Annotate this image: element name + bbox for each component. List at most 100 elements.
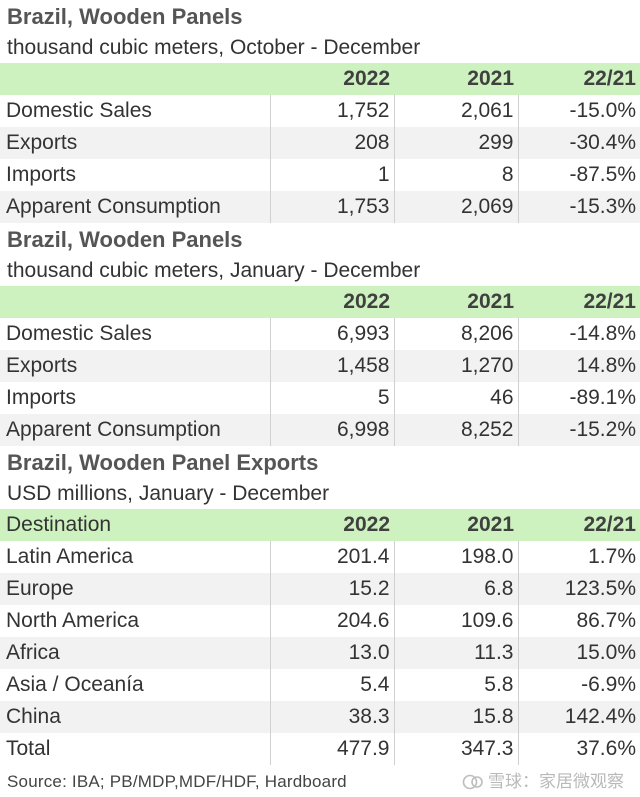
column-header: 22/21 — [583, 67, 636, 90]
table-row: Exports 1,458 1,270 14.8% — [0, 350, 640, 382]
table-cell: 123.5% — [517, 573, 640, 605]
row-label: Apparent Consumption — [6, 195, 221, 218]
footer: Source: IBA; PB/MDP,MDF/HDF, Hardboard 雪… — [0, 766, 640, 797]
table-cell: 6,993 — [269, 318, 394, 350]
table-row: Apparent Consumption 6,998 8,252 -15.2% — [0, 414, 640, 446]
snowball-logo-icon — [462, 773, 484, 791]
table-cell: 5.4 — [269, 669, 394, 701]
table-cell: 37.6% — [517, 733, 640, 765]
table-cell: 6.8 — [393, 573, 518, 605]
data-table: 2022 2021 22/21 Domestic Sales 1,752 2,061 -15… — [0, 63, 640, 223]
table-cell: 1,270 — [393, 350, 518, 382]
table-cell: 1.7% — [517, 541, 640, 573]
table-cell: 86.7% — [517, 605, 640, 637]
table-row: Asia / Oceanía 5.4 5.8 -6.9% — [0, 669, 640, 701]
row-label: North America — [6, 609, 140, 632]
table-cell: -15.2% — [517, 414, 640, 446]
column-header: 22/21 — [583, 290, 636, 313]
table-header-row: Destination 2022 2021 22/21 — [0, 509, 640, 541]
column-header — [0, 286, 270, 318]
table-cell: 201.4 — [269, 541, 394, 573]
column-header: 2022 — [343, 513, 390, 536]
table-cell: 1,753 — [269, 191, 394, 223]
column-header: 2021 — [467, 290, 514, 313]
table-row: Domestic Sales 6,993 8,206 -14.8% — [0, 318, 640, 350]
table-subtitle: thousand cubic meters, October - Decembe… — [7, 36, 421, 59]
table-cell: 142.4% — [517, 701, 640, 733]
table-cell: 13.0 — [269, 637, 394, 669]
source-note: Source: IBA; PB/MDP,MDF/HDF, Hardboard — [7, 772, 347, 791]
table-row: Africa 13.0 11.3 15.0% — [0, 637, 640, 669]
table-subtitle: thousand cubic meters, January - Decembe… — [7, 259, 421, 282]
table-row: Imports 5 46 -89.1% — [0, 382, 640, 414]
table-cell: -15.0% — [517, 95, 640, 127]
table-header-row: 2022 2021 22/21 — [0, 63, 640, 95]
table-title: Brazil, Wooden Panels — [7, 227, 243, 252]
watermark-text: 雪球：家居微观察 — [488, 772, 624, 791]
table-cell: -30.4% — [517, 127, 640, 159]
table-cell: 1 — [269, 159, 394, 191]
table-cell: 5 — [269, 382, 394, 414]
row-label: Africa — [6, 641, 60, 664]
data-table: 2022 2021 22/21 Domestic Sales 6,993 8,206 -14… — [0, 286, 640, 446]
row-label: Imports — [6, 163, 77, 186]
table-block: Brazil, Wooden Panels thousand cubic mete… — [0, 223, 640, 446]
table-cell: 347.3 — [393, 733, 518, 765]
table-row: Imports 1 8 -87.5% — [0, 159, 640, 191]
table-row: Apparent Consumption 1,753 2,069 -15.3% — [0, 191, 640, 223]
table-cell: 15.0% — [517, 637, 640, 669]
table-block: Brazil, Wooden Panel Exports USD millions… — [0, 446, 640, 765]
table-cell: 477.9 — [269, 733, 394, 765]
table-row: Europe 15.2 6.8 123.5% — [0, 573, 640, 605]
table-cell: 8,206 — [393, 318, 518, 350]
table-header-row: 2022 2021 22/21 — [0, 286, 640, 318]
column-header — [0, 63, 270, 95]
row-label: Exports — [6, 131, 78, 154]
row-label: Total — [6, 737, 51, 760]
column-header: Destination — [6, 513, 112, 536]
table-cell: 46 — [393, 382, 518, 414]
row-label: China — [6, 705, 61, 728]
table-cell: -87.5% — [517, 159, 640, 191]
row-label: Europe — [6, 577, 74, 600]
table-cell: 38.3 — [269, 701, 394, 733]
table-cell: -89.1% — [517, 382, 640, 414]
table-cell: 5.8 — [393, 669, 518, 701]
table-cell: 15.8 — [393, 701, 518, 733]
table-row: North America 204.6 109.6 86.7% — [0, 605, 640, 637]
watermark: 雪球：家居微观察 — [462, 766, 624, 797]
row-label: Latin America — [6, 545, 134, 568]
table-block: Brazil, Wooden Panels thousand cubic mete… — [0, 0, 640, 223]
table-cell: 208 — [269, 127, 394, 159]
row-label: Apparent Consumption — [6, 418, 221, 441]
table-cell: 204.6 — [269, 605, 394, 637]
table-cell: 1,752 — [269, 95, 394, 127]
data-tables: Brazil, Wooden Panels thousand cubic mete… — [0, 0, 640, 765]
table-cell: 14.8% — [517, 350, 640, 382]
data-table: Destination 2022 2021 22/21 Latin America 201… — [0, 509, 640, 765]
table-cell: 15.2 — [269, 573, 394, 605]
table-cell: -14.8% — [517, 318, 640, 350]
column-header: 2022 — [343, 67, 390, 90]
column-header: 2021 — [467, 67, 514, 90]
table-cell: 8 — [393, 159, 518, 191]
row-label: Imports — [6, 386, 77, 409]
table-row: Exports 208 299 -30.4% — [0, 127, 640, 159]
table-row: China 38.3 15.8 142.4% — [0, 701, 640, 733]
row-label: Asia / Oceanía — [6, 673, 144, 696]
table-cell: 11.3 — [393, 637, 518, 669]
table-row: Domestic Sales 1,752 2,061 -15.0% — [0, 95, 640, 127]
table-cell: 198.0 — [393, 541, 518, 573]
row-label: Domestic Sales — [6, 322, 152, 345]
table-cell: 6,998 — [269, 414, 394, 446]
column-header: 2021 — [467, 513, 514, 536]
table-cell: 1,458 — [269, 350, 394, 382]
row-label: Domestic Sales — [6, 99, 152, 122]
table-cell: 2,069 — [393, 191, 518, 223]
row-label: Exports — [6, 354, 78, 377]
table-subtitle: USD millions, January - December — [7, 482, 330, 505]
table-cell: 2,061 — [393, 95, 518, 127]
table-cell: 299 — [393, 127, 518, 159]
table-title: Brazil, Wooden Panel Exports — [7, 450, 319, 475]
table-row: Total 477.9 347.3 37.6% — [0, 733, 640, 765]
